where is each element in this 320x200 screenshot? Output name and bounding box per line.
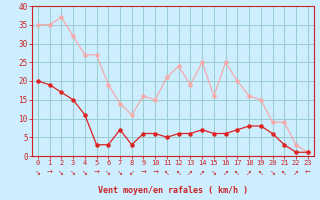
X-axis label: Vent moyen/en rafales ( km/h ): Vent moyen/en rafales ( km/h ) [98,186,248,195]
